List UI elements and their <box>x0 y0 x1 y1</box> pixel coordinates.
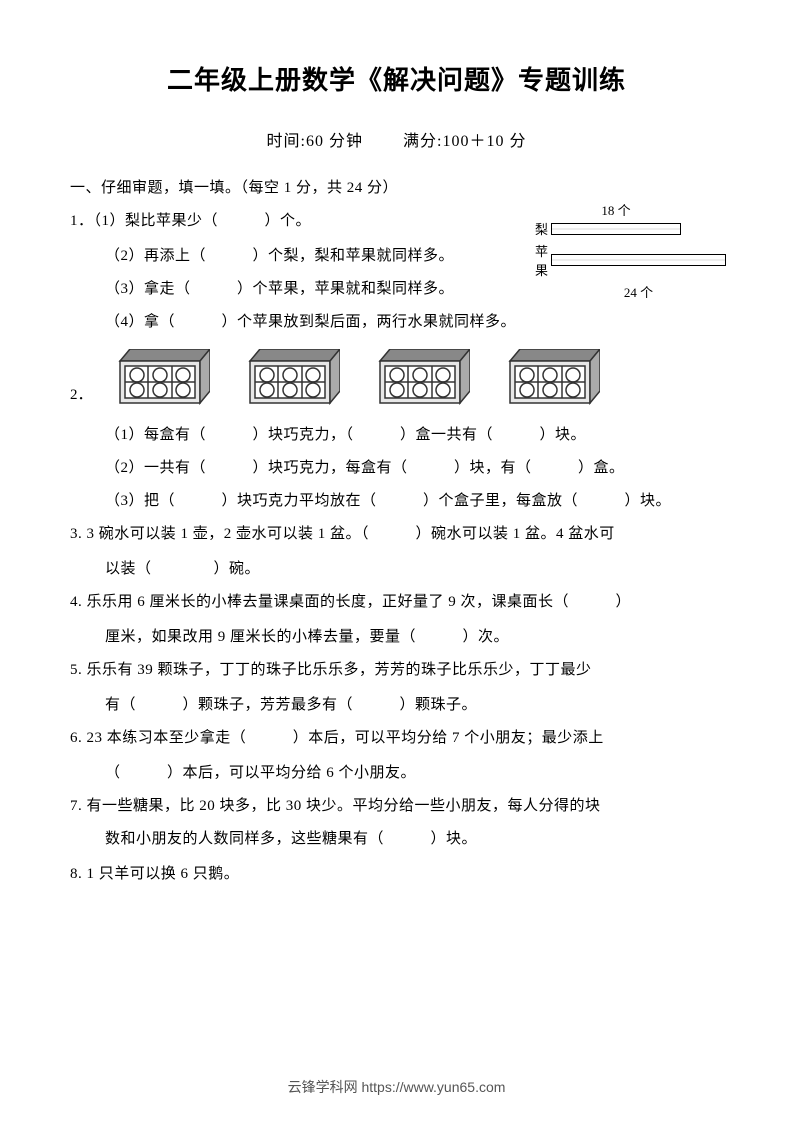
question-4-line2: 厘米，如果改用 9 厘米长的小棒去量，要量（ ）次。 <box>70 621 723 654</box>
q2-number: 2． <box>70 383 93 404</box>
chocolate-box-icon <box>500 349 600 409</box>
pear-count-label: 18 个 <box>551 200 681 219</box>
section-1-header: 一、仔细审题，填一填。（每空 1 分，共 24 分） <box>70 176 723 197</box>
question-3: 3. 3 碗水可以装 1 壶，2 壶水可以装 1 盆。（ ）碗水可以装 1 盆。… <box>70 518 723 551</box>
chocolate-box-icon <box>240 349 340 409</box>
page-title: 二年级上册数学《解决问题》专题训练 <box>70 60 723 97</box>
question-4: 4. 乐乐用 6 厘米长的小棒去量课桌面的长度，正好量了 9 次，课桌面长（ ） <box>70 586 723 619</box>
q1-p4: （4）拿（ ）个苹果放到梨后面，两行水果就同样多。 <box>70 306 723 339</box>
q2-p2: （2）一共有（ ）块巧克力，每盒有（ ）块，有（ ）盒。 <box>70 452 723 485</box>
question-2: 2． <box>70 349 723 409</box>
q2-p3: （3）把（ ）块巧克力平均放在（ ）个盒子里，每盒放（ ）块。 <box>70 485 723 518</box>
question-7: 7. 有一些糖果，比 20 块多，比 30 块少。平均分给一些小朋友，每人分得的… <box>70 790 723 856</box>
question-8: 8. 1 只羊可以换 6 只鹅。 <box>70 858 723 891</box>
question-5-line2: 有（ ）颗珠子，芳芳最多有（ ）颗珠子。 <box>70 689 723 722</box>
chocolate-boxes-row <box>90 349 723 409</box>
apple-bar <box>551 254 726 266</box>
pear-label: 梨 <box>523 219 551 238</box>
bar-comparison-diagram: 18 个 梨 苹果 24 个 <box>523 200 733 301</box>
question-6: 6. 23 本练习本至少拿走（ ）本后，可以平均分给 7 个小朋友；最少添上 <box>70 722 723 755</box>
score-info: 满分:100＋10 分 <box>403 133 526 150</box>
chocolate-box-icon <box>110 349 210 409</box>
time-info: 时间:60 分钟 <box>267 133 363 150</box>
page-footer: 云锋学科网 https://www.yun65.com <box>0 1077 793 1097</box>
page-subtitle: 时间:60 分钟 满分:100＋10 分 <box>70 127 723 151</box>
question-6-line2: （ ）本后，可以平均分给 6 个小朋友。 <box>70 757 723 790</box>
chocolate-box-icon <box>370 349 470 409</box>
question-1: 1．（1）梨比苹果少（ ）个。 （2）再添上（ ）个梨，梨和苹果就同样多。 （3… <box>70 205 723 339</box>
question-3-line2: 以装（ ）碗。 <box>70 553 723 586</box>
apple-count-label: 24 个 <box>551 282 726 301</box>
apple-label: 苹果 <box>523 241 551 279</box>
question-5: 5. 乐乐有 39 颗珠子，丁丁的珠子比乐乐多，芳芳的珠子比乐乐少，丁丁最少 <box>70 654 723 687</box>
q2-p1: （1）每盒有（ ）块巧克力，（ ）盒一共有（ ）块。 <box>70 419 723 452</box>
pear-bar <box>551 223 681 235</box>
